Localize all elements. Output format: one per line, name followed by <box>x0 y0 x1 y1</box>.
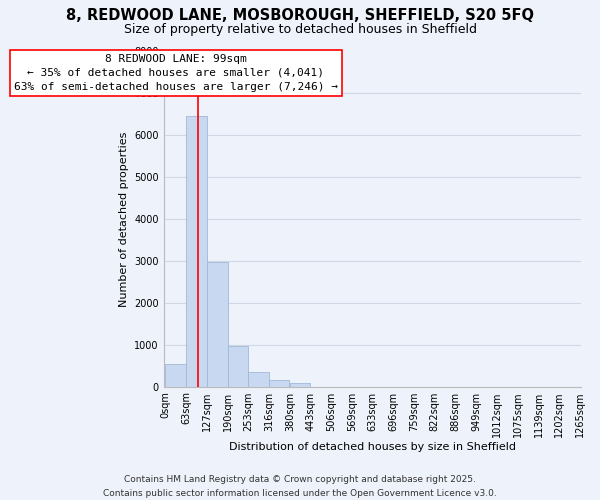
Bar <box>290 384 310 386</box>
Text: 8, REDWOOD LANE, MOSBOROUGH, SHEFFIELD, S20 5FQ: 8, REDWOOD LANE, MOSBOROUGH, SHEFFIELD, … <box>66 8 534 22</box>
Text: Contains HM Land Registry data © Crown copyright and database right 2025.
Contai: Contains HM Land Registry data © Crown c… <box>103 476 497 498</box>
Text: 8 REDWOOD LANE: 99sqm
← 35% of detached houses are smaller (4,041)
63% of semi-d: 8 REDWOOD LANE: 99sqm ← 35% of detached … <box>14 54 338 92</box>
Bar <box>248 372 269 386</box>
Bar <box>186 116 206 386</box>
Bar <box>166 364 186 386</box>
X-axis label: Distribution of detached houses by size in Sheffield: Distribution of detached houses by size … <box>229 442 515 452</box>
Bar <box>227 346 248 387</box>
Bar <box>207 262 227 386</box>
Text: Size of property relative to detached houses in Sheffield: Size of property relative to detached ho… <box>124 22 476 36</box>
Bar <box>269 380 289 386</box>
Y-axis label: Number of detached properties: Number of detached properties <box>119 132 128 306</box>
